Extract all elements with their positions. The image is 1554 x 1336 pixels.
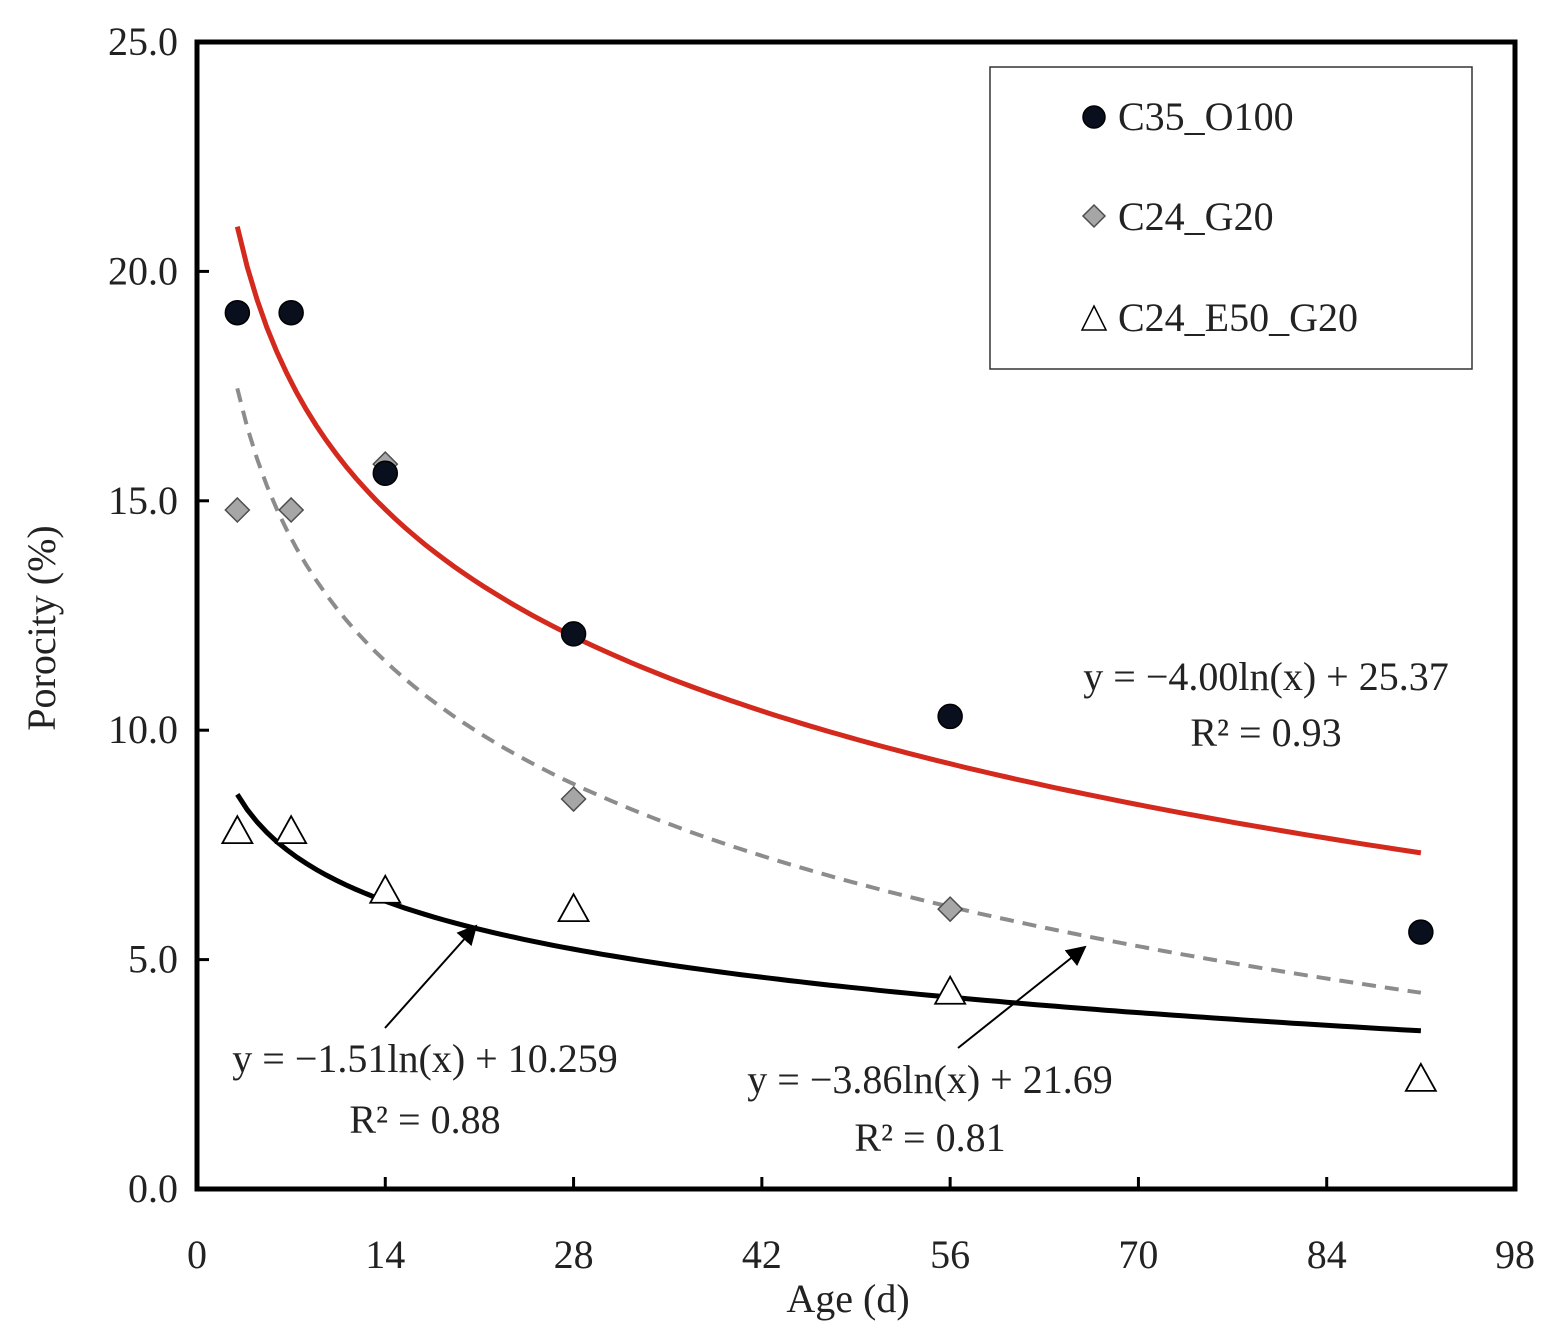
equation-c35-o100: y = −4.00ln(x) + 25.37 R² = 0.93 (1083, 654, 1448, 755)
point-c35-o100 (1408, 919, 1434, 945)
point-c35-o100 (560, 621, 587, 647)
point-c35-o100 (372, 460, 399, 487)
equation-c24-e50-g20: y = −1.51ln(x) + 10.259 R² = 0.88 (232, 1036, 617, 1142)
r-squared-text: R² = 0.88 (349, 1097, 500, 1142)
y-tick-label: 10.0 (108, 707, 178, 752)
legend-label-c24-g20: C24_G20 (1118, 194, 1274, 239)
equation-text: y = −4.00ln(x) + 25.37 (1083, 654, 1448, 699)
point-c24-g20 (560, 785, 587, 813)
trendline-c24-e50-g20 (235, 793, 1422, 1034)
x-tick-label: 84 (1307, 1232, 1347, 1277)
y-tick-label: 5.0 (128, 937, 178, 982)
x-tick-label: 56 (930, 1232, 970, 1277)
point-c24-e50-g20 (274, 814, 308, 845)
x-axis-ticks: 0 14 28 42 56 70 84 98 (187, 1177, 1535, 1277)
x-tick-label: 28 (554, 1232, 594, 1277)
legend-label-c24-e50-g20: C24_E50_G20 (1118, 295, 1358, 340)
legend-box (989, 66, 1473, 370)
x-tick-label: 98 (1495, 1232, 1535, 1277)
y-tick-label: 25.0 (108, 19, 178, 64)
x-tick-label: 70 (1118, 1232, 1158, 1277)
y-tick-label: 15.0 (108, 478, 178, 523)
point-c35-o100 (278, 299, 304, 326)
point-c24-e50-g20 (557, 892, 591, 923)
y-axis-ticks: 0.0 5.0 10.0 15.0 20.0 25.0 (108, 19, 209, 1211)
y-tick-label: 20.0 (108, 248, 178, 293)
r-squared-text: R² = 0.81 (854, 1115, 1005, 1160)
legend-label-c35-o100: C35_O100 (1118, 94, 1294, 139)
point-c24-e50-g20 (368, 873, 402, 904)
legend: C35_O100 C24_G20 C24_E50_G20 (989, 66, 1473, 370)
x-axis-title: Age (d) (786, 1276, 909, 1321)
trendline-c35-o100 (234, 226, 1422, 856)
legend-marker-circle (1082, 105, 1106, 129)
plot-frame (194, 39, 1518, 1192)
equation-c24-g20: y = −3.86ln(x) + 21.69 R² = 0.81 (747, 1057, 1112, 1160)
point-c24-g20 (224, 496, 251, 524)
trendlines (234, 226, 1422, 1034)
x-tick-label: 0 (187, 1232, 207, 1277)
trendline-c24-g20 (235, 387, 1422, 995)
point-c35-o100 (937, 703, 963, 730)
annotation-arrow-c24-e50-g20 (384, 924, 478, 1029)
y-axis-title: Porocity (%) (19, 525, 64, 731)
point-c24-g20 (278, 496, 305, 524)
y-tick-label: 0.0 (128, 1166, 178, 1211)
x-tick-label: 42 (742, 1232, 782, 1277)
point-c24-e50-g20 (1404, 1062, 1438, 1092)
annotation-arrow-c24-g20 (957, 945, 1087, 1049)
point-c24-e50-g20 (933, 974, 967, 1005)
legend-marker-diamond (1081, 203, 1107, 229)
point-c24-g20 (937, 896, 964, 923)
legend-marker-triangle (1080, 304, 1108, 331)
point-c24-e50-g20 (220, 814, 254, 845)
data-points (220, 299, 1438, 1092)
point-c35-o100 (224, 299, 251, 326)
equation-text: y = −1.51ln(x) + 10.259 (232, 1036, 617, 1081)
r-squared-text: R² = 0.93 (1190, 710, 1341, 755)
equation-text: y = −3.86ln(x) + 21.69 (747, 1057, 1112, 1102)
x-tick-label: 14 (365, 1232, 405, 1277)
